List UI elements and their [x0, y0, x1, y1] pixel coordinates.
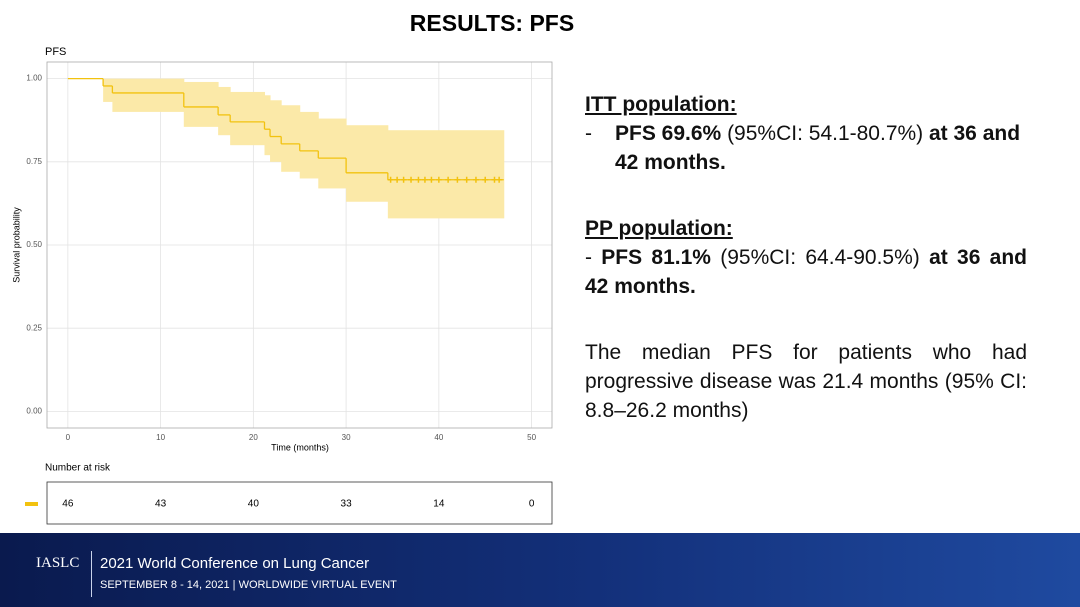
y-tick-label: 0.50 [26, 240, 42, 249]
ci-band-step [346, 125, 389, 202]
confidence-band [103, 78, 505, 219]
risk-count: 43 [155, 499, 167, 510]
y-tick-label: 0.25 [26, 323, 42, 332]
y-tick-label: 1.00 [26, 74, 42, 83]
ci-band-step [230, 91, 265, 146]
footer: IASLC 2021 World Conference on Lung Canc… [0, 533, 1080, 607]
chart: RESULTS: PFS PFS Time (months) Survival … [11, 10, 574, 525]
censor-marks [387, 176, 503, 183]
footer-subtitle: SEPTEMBER 8 - 14, 2021 | WORLDWIDE VIRTU… [100, 579, 397, 591]
censor-mark [428, 176, 435, 183]
censor-mark [482, 176, 489, 183]
ci-band-step [103, 78, 113, 102]
ci-band-step [218, 86, 231, 136]
censor-mark [496, 176, 503, 183]
y-tick-label: 0.00 [26, 406, 42, 415]
censor-mark [387, 176, 394, 183]
itt-line: - PFS 69.6% (95%CI: 54.1-80.7%) at 36 and… [585, 119, 1027, 177]
x-axis-label: Time (months) [271, 442, 329, 452]
ci-band-step [112, 78, 185, 112]
ci-band-step [299, 111, 319, 179]
pp-run: - [585, 246, 602, 269]
footer-title: 2021 World Conference on Lung Cancer [100, 555, 370, 572]
risk-count: 14 [433, 499, 445, 510]
ci-band-step [264, 95, 271, 156]
censor-mark [435, 176, 442, 183]
y-tick-label: 0.75 [26, 157, 42, 166]
x-tick-label: 0 [66, 433, 71, 442]
itt-run: at 36 and 42 months. [615, 122, 1021, 174]
risk-table-box [46, 481, 553, 525]
x-tick-label: 10 [156, 433, 165, 442]
pp-run: at 36 and 42 months. [585, 246, 1027, 298]
y-axis-label: Survival probability [11, 207, 21, 283]
footer-logo: IASLC [36, 555, 80, 571]
itt-block: ITT population: - PFS 69.6% (95%CI: 54.1-… [585, 90, 1027, 177]
pp-block: PP population: - PFS 81.1% (95%CI: 64.4-… [585, 214, 1027, 301]
x-tick-label: 20 [249, 433, 258, 442]
ci-band-step [270, 100, 282, 162]
itt-heading: ITT population: [585, 93, 737, 116]
bullet: - [585, 122, 592, 145]
censor-mark [421, 176, 428, 183]
x-tick-label: 40 [434, 433, 443, 442]
censor-mark [454, 176, 461, 183]
x-tick-label: 50 [527, 433, 536, 442]
pp-run: PFS 81.1% [601, 246, 711, 269]
ci-band-step [281, 105, 301, 172]
risk-table: 46 43 40 33 14 0 [62, 499, 535, 510]
ci-band-step [318, 118, 347, 189]
censor-mark [394, 176, 401, 183]
footer-divider [91, 551, 92, 597]
itt-run: PFS 69.6% [615, 122, 722, 145]
censor-mark [400, 176, 407, 183]
censor-mark [415, 176, 422, 183]
risk-count: 33 [341, 499, 353, 510]
censor-mark [472, 176, 479, 183]
risk-count: 0 [529, 499, 535, 510]
median-text: The median PFS for patients who had prog… [585, 341, 1027, 422]
risk-count: 46 [62, 499, 74, 510]
risk-table-title: Number at risk [45, 463, 111, 474]
pp-line: - PFS 81.1% (95%CI: 64.4-90.5%) at 36 an… [585, 243, 1027, 301]
itt-run: (95%CI: 54.1-80.7%) [721, 122, 929, 145]
censor-mark [408, 176, 415, 183]
pp-run: (95%CI: 64.4-90.5%) [710, 246, 930, 269]
censor-mark [463, 176, 470, 183]
censor-mark [445, 176, 452, 183]
ci-band-step [183, 81, 219, 127]
x-tick-label: 30 [342, 433, 351, 442]
risk-count: 40 [248, 499, 260, 510]
ci-band-step [387, 130, 505, 219]
slide-title: RESULTS: PFS [410, 10, 574, 36]
panel-border [46, 61, 553, 429]
pp-heading: PP population: [585, 217, 733, 240]
chart-title: PFS [45, 46, 66, 58]
